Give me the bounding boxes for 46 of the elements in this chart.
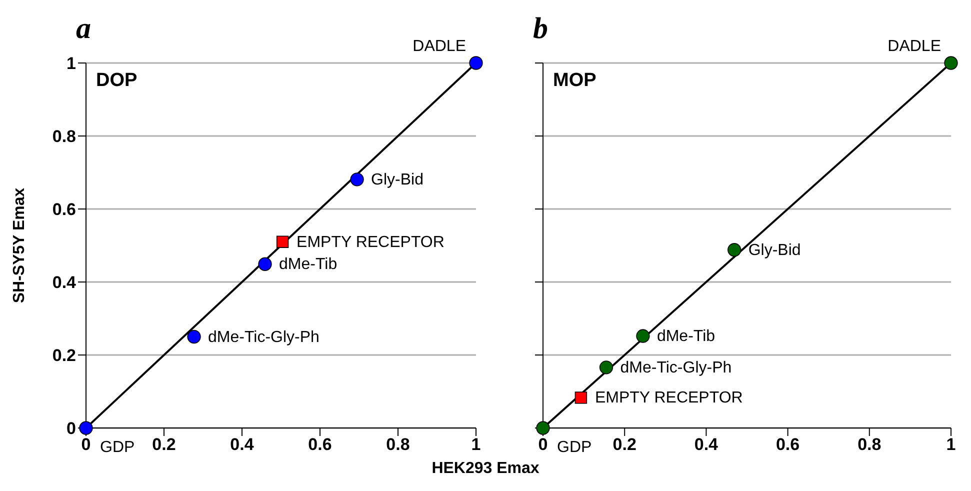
x-tick-label: 0.6: [776, 435, 800, 454]
annotation: dMe-Tib: [279, 256, 338, 274]
point: [469, 56, 483, 70]
annotation: dMe-Tib: [656, 328, 716, 346]
y-axis-title: SH-SY5Y Emax: [11, 188, 28, 304]
chart-subtitle: MOP: [553, 70, 596, 92]
annotation: GDP: [557, 439, 592, 456]
point: [574, 392, 588, 404]
point: [350, 172, 364, 186]
x-tick-label: 0.8: [386, 435, 410, 454]
annotation: Gly-Bid: [371, 171, 424, 188]
x-tick-label: 0.2: [612, 435, 636, 454]
x-tick-label: 0.8: [858, 435, 882, 454]
chart-title: b: [533, 12, 548, 46]
x-tick-label: 0.2: [152, 435, 176, 454]
point: [728, 243, 742, 257]
annotation: dMe-Tic-Gly-Ph: [208, 328, 320, 346]
x-tick-label: 0: [538, 435, 548, 454]
x-tick-label: 1: [946, 435, 956, 454]
x-tick-label: 0: [81, 435, 91, 454]
point: [636, 329, 650, 343]
y-tick-label: 0.6: [52, 200, 76, 220]
y-tick-label: 0.2: [52, 346, 76, 366]
point: [599, 360, 614, 374]
chart-title: a: [76, 12, 91, 46]
point: [258, 257, 272, 271]
chart-subtitle: DOP: [96, 70, 138, 92]
y-tick-label: 0: [66, 419, 76, 438]
point: [276, 236, 289, 248]
y-tick-label: 1: [66, 54, 76, 74]
x-tick-label: 0.4: [230, 435, 254, 454]
x-tick-label: 0.4: [694, 435, 719, 454]
annotation: EMPTY RECEPTOR: [296, 234, 444, 251]
annotation: DADLE: [412, 38, 466, 55]
annotation: EMPTY RECEPTOR: [594, 390, 743, 407]
annotation: dMe-Tic-Gly-Ph: [620, 359, 732, 376]
annotation: Gly-Bid: [748, 242, 801, 259]
point: [944, 56, 958, 70]
x-axis-title: HEK293 Emax: [430, 460, 540, 478]
annotation: GDP: [100, 439, 135, 456]
annotation: DADLE: [888, 38, 941, 55]
x-tick-label: 1: [471, 435, 481, 454]
y-tick-label: 0.8: [52, 127, 76, 146]
point: [187, 330, 201, 344]
x-tick-label: 0.6: [308, 435, 332, 454]
y-tick-label: 0.4: [52, 273, 77, 292]
